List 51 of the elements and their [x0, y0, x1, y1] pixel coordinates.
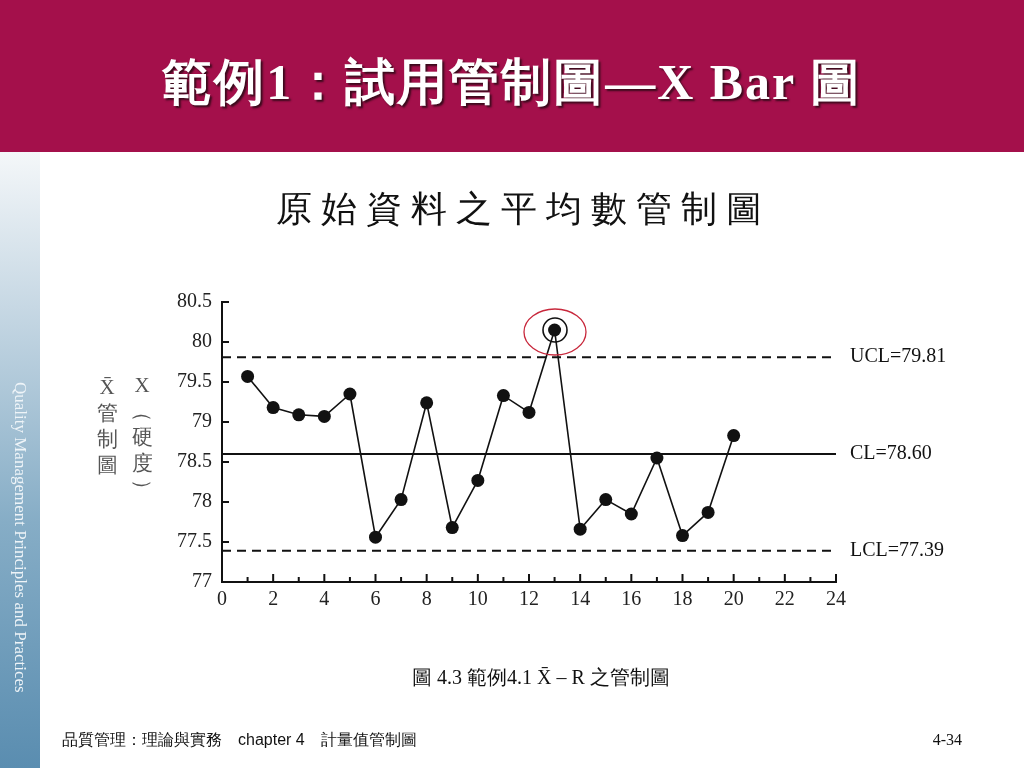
x-tick-label: 4 [319, 587, 330, 610]
x-tick-label: 2 [268, 587, 279, 610]
y-tick-label: 77.5 [177, 529, 212, 552]
chart-subtitle: 原始資料之平均數管制圖 [274, 188, 772, 231]
point [624, 507, 638, 521]
x-tick-label: 10 [467, 587, 488, 610]
point [496, 389, 510, 403]
y-axis-title: X（硬度） [129, 373, 155, 500]
point [241, 369, 255, 383]
point [676, 529, 689, 543]
y-tick-label: 80.5 [177, 289, 212, 312]
y-tick-label: 78.5 [177, 449, 212, 472]
point [522, 405, 536, 419]
point [317, 409, 331, 423]
x-tick-label: 24 [826, 587, 846, 610]
point [369, 530, 382, 544]
point [727, 429, 741, 443]
ref-line-label: CL=78.60 [850, 441, 932, 464]
x-tick-label: 12 [519, 587, 539, 610]
y-tick-label: 79 [192, 409, 212, 432]
y-tick-label: 78 [192, 489, 212, 512]
point [394, 493, 408, 507]
x-tick-label: 6 [370, 587, 381, 610]
point [420, 396, 434, 410]
text: X̄管制圖 [96, 375, 118, 477]
y-tick-label: 77 [192, 569, 212, 592]
x-tick-label: 16 [621, 587, 642, 610]
text: Quality Management Principles and Practices [10, 382, 31, 693]
y-tick-label: 79.5 [177, 369, 212, 392]
point [343, 387, 357, 401]
text: 品質管理：理論與實務 chapter 4 計量值管制圖 [62, 730, 417, 750]
point [266, 401, 280, 415]
x-tick-label: 22 [774, 587, 795, 610]
point [445, 521, 459, 535]
x-tick-label: 18 [672, 587, 693, 610]
chart-title: 範例1：試用管制圖—X Bar 圖 [161, 53, 863, 112]
point [701, 505, 715, 519]
point [650, 451, 664, 465]
y-tick-label: 80 [192, 329, 212, 352]
x-tick-label: 0 [217, 587, 227, 610]
x-tick-label: 8 [421, 587, 432, 610]
caption: 圖 4.3 範例4.1 X̄ – R 之管制圖 [411, 665, 671, 690]
x-tick-label: 20 [723, 587, 744, 610]
ref-line-label: LCL=77.39 [850, 538, 945, 561]
text: 4-34 [931, 730, 962, 750]
point [599, 493, 613, 507]
point [292, 408, 306, 422]
point [471, 473, 485, 487]
point [573, 522, 587, 536]
x-tick-label: 14 [570, 587, 591, 610]
ref-line-label: UCL=79.81 [850, 344, 947, 367]
